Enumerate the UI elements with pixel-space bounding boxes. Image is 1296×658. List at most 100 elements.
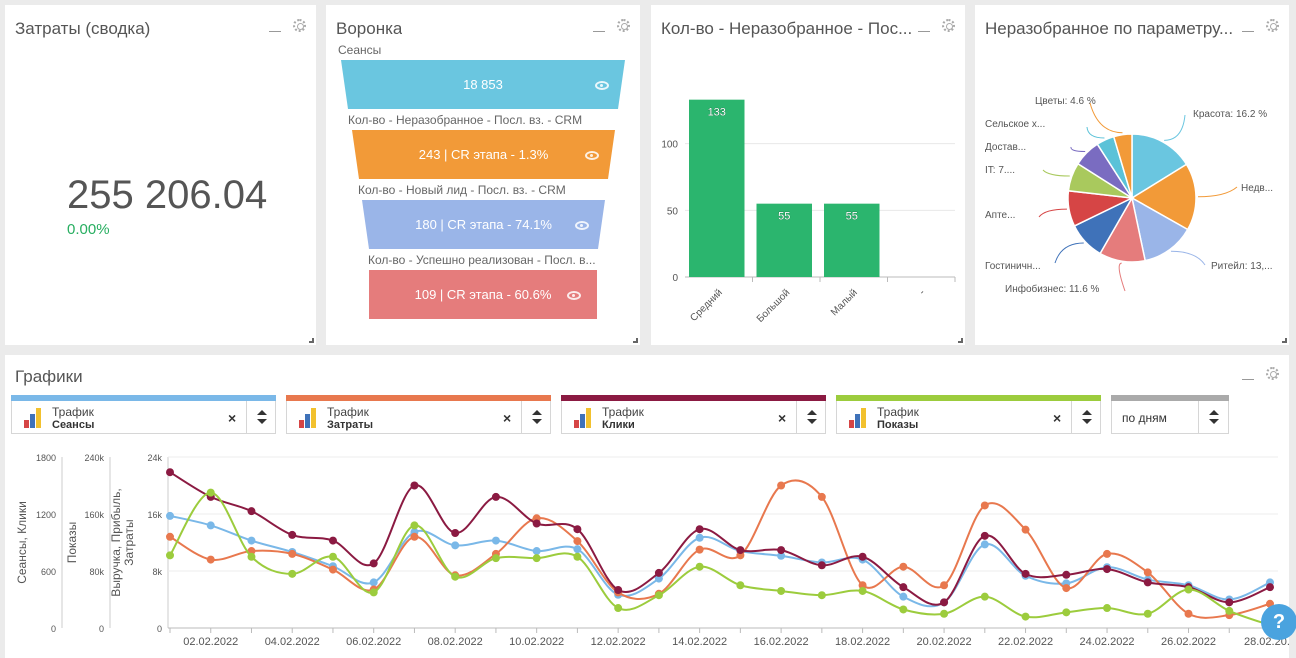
sort-arrows-icon[interactable] [246,401,276,433]
kpi-delta: 0.00% [67,221,110,238]
clear-icon[interactable]: × [1053,410,1062,426]
bar [824,203,880,277]
category-label: - [917,287,927,297]
gear-icon[interactable] [942,19,955,32]
data-point [491,492,500,501]
eye-icon[interactable] [595,80,609,90]
eye-icon[interactable] [585,150,599,160]
bar [756,203,812,277]
series-Клики [166,468,1274,607]
data-point [1021,569,1030,578]
data-point [206,488,215,497]
resize-icon[interactable] [958,338,963,343]
resize-icon[interactable] [1282,338,1287,343]
metric-name: Клики [602,419,635,431]
data-point [247,552,256,561]
data-point [328,552,337,561]
pie-connector [1070,146,1086,152]
clear-icon[interactable]: × [503,410,512,426]
gear-icon[interactable] [617,19,630,32]
series-Затраты [166,479,1274,620]
data-point [858,586,867,595]
data-point [817,591,826,600]
data-point [328,536,337,545]
metric-select[interactable]: Трафик Показы × [836,395,1101,434]
minimize-icon[interactable] [269,20,281,32]
y-tick-label: 24k [147,453,162,463]
gear-icon[interactable] [293,19,306,32]
funnel-stage[interactable]: 180 | CR этапа - 74.1% [362,200,605,249]
metric-select[interactable]: Трафик Затраты × [286,395,551,434]
data-point [410,481,419,490]
category-label: Большой [755,287,793,325]
series-line [169,514,1271,608]
y-tick-label: 0 [99,624,104,634]
clear-icon[interactable]: × [778,410,787,426]
sort-arrows-icon[interactable] [796,401,826,433]
y-axis-label: Сеансы, Клики [15,501,29,584]
kpi-value: 255 206.04 [67,173,268,217]
widget-title: Затраты (сводка) [15,19,151,38]
resize-icon[interactable] [633,338,638,343]
data-point [573,552,582,561]
minimize-icon[interactable] [918,20,930,32]
pie-label: Красота: 16.2 % [1193,109,1267,120]
eye-icon[interactable] [575,220,589,230]
funnel-stage-value: 243 | CR этапа - 1.3% [418,147,549,162]
traffic-chart-icon [574,408,594,428]
y-tick-label: 0 [157,624,162,634]
pie-label: Сельское х... [985,119,1045,130]
data-point [614,586,623,594]
data-point [777,546,786,555]
data-point [899,562,908,571]
data-point [940,598,949,607]
data-point [654,591,663,600]
funnel-stage-value: 18 853 [463,77,503,92]
data-point [247,536,256,545]
bar-data-label: 133 [708,107,726,119]
y-tick-label: 50 [667,206,679,217]
gear-icon[interactable] [1266,19,1279,32]
funnel-stage-value: 180 | CR этапа - 74.1% [415,217,552,232]
sort-arrows-icon[interactable] [521,401,551,433]
minimize-icon[interactable] [593,20,605,32]
metric-name: Затраты [327,419,374,431]
minimize-icon[interactable] [1242,368,1254,380]
y-tick-label: 160k [84,510,104,520]
x-tick-label: 10.02.2022 [509,636,564,648]
funnel-stage-label: Кол-во - Новый лид - Посл. вз. - CRM [358,183,566,197]
metric-color-bar [11,395,276,401]
metric-name: Показы [877,419,919,431]
metric-source: Трафик [52,405,94,419]
data-point [777,481,786,490]
help-button[interactable]: ? [1261,604,1296,640]
eye-icon[interactable] [567,290,581,300]
pie-slice [1112,133,1133,199]
bar-data-label: 55 [778,211,790,223]
metric-color-bar [286,395,551,401]
data-point [410,532,419,541]
x-tick-label: 24.02.2022 [1080,636,1135,648]
metric-select[interactable]: Трафик Сеансы × [11,395,276,434]
metric-select[interactable]: Трафик Клики × [561,395,826,434]
funnel-stage[interactable]: 109 | CR этапа - 60.6% [369,270,597,319]
data-point [1266,583,1274,592]
data-point [940,581,949,590]
data-point [451,529,460,537]
pie-label: IT: 7.... [985,165,1015,176]
sort-arrows-icon[interactable] [1198,401,1228,433]
pie-connector [1042,169,1070,177]
gear-icon[interactable] [1266,367,1279,380]
pie-connector [1170,250,1206,266]
sort-arrows-icon[interactable] [1071,401,1101,433]
funnel-stage[interactable]: 18 853 [341,60,625,109]
data-point [1225,598,1234,607]
funnel-stage[interactable]: 243 | CR этапа - 1.3% [352,130,615,179]
minimize-icon[interactable] [1242,20,1254,32]
clear-icon[interactable]: × [228,410,237,426]
series-line [169,471,1271,606]
resize-icon[interactable] [309,338,314,343]
period-label: по дням [1122,411,1167,425]
period-select[interactable]: по дням [1111,395,1229,434]
data-point [532,519,541,528]
